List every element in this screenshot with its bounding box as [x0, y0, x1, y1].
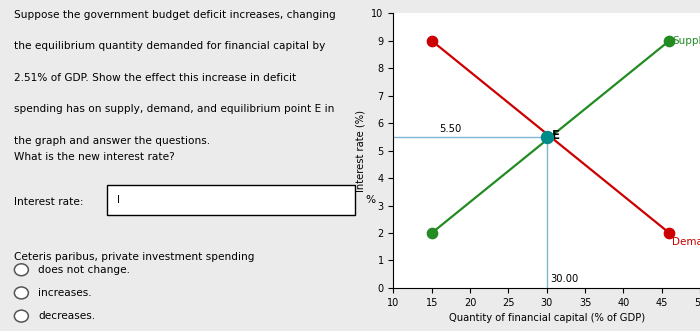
Text: 5.50: 5.50 — [440, 123, 461, 134]
Y-axis label: Interest rate (%): Interest rate (%) — [356, 110, 366, 192]
Text: 2.51% of GDP. Show the effect this increase in deficit: 2.51% of GDP. Show the effect this incre… — [13, 73, 296, 83]
FancyBboxPatch shape — [107, 185, 356, 215]
Text: Suppose the government budget deficit increases, changing: Suppose the government budget deficit in… — [13, 10, 335, 20]
Text: Ceteris paribus, private investment spending: Ceteris paribus, private investment spen… — [13, 252, 254, 261]
Circle shape — [15, 287, 29, 299]
Text: What is the new interest rate?: What is the new interest rate? — [13, 152, 174, 162]
Text: spending has on supply, demand, and equilibrium point E in: spending has on supply, demand, and equi… — [13, 104, 334, 114]
X-axis label: Quantity of financial capital (% of GDP): Quantity of financial capital (% of GDP) — [449, 313, 645, 323]
Point — [664, 38, 675, 43]
Text: E: E — [552, 129, 560, 142]
Text: Supply: Supply — [673, 36, 700, 46]
Text: the equilibrium quantity demanded for financial capital by: the equilibrium quantity demanded for fi… — [13, 41, 325, 51]
Point — [426, 38, 438, 43]
Text: does not change.: does not change. — [38, 265, 130, 275]
Text: I: I — [117, 195, 120, 205]
Text: Demand: Demand — [673, 237, 700, 247]
Circle shape — [15, 264, 29, 276]
Text: the graph and answer the questions.: the graph and answer the questions. — [13, 136, 210, 146]
Text: increases.: increases. — [38, 288, 92, 298]
Point — [664, 230, 675, 236]
Text: decreases.: decreases. — [38, 311, 95, 321]
Text: 30.00: 30.00 — [550, 274, 578, 284]
Text: Interest rate:: Interest rate: — [13, 197, 83, 207]
Circle shape — [15, 310, 29, 322]
Point — [541, 134, 552, 140]
Text: %: % — [365, 195, 375, 205]
Point — [426, 230, 438, 236]
